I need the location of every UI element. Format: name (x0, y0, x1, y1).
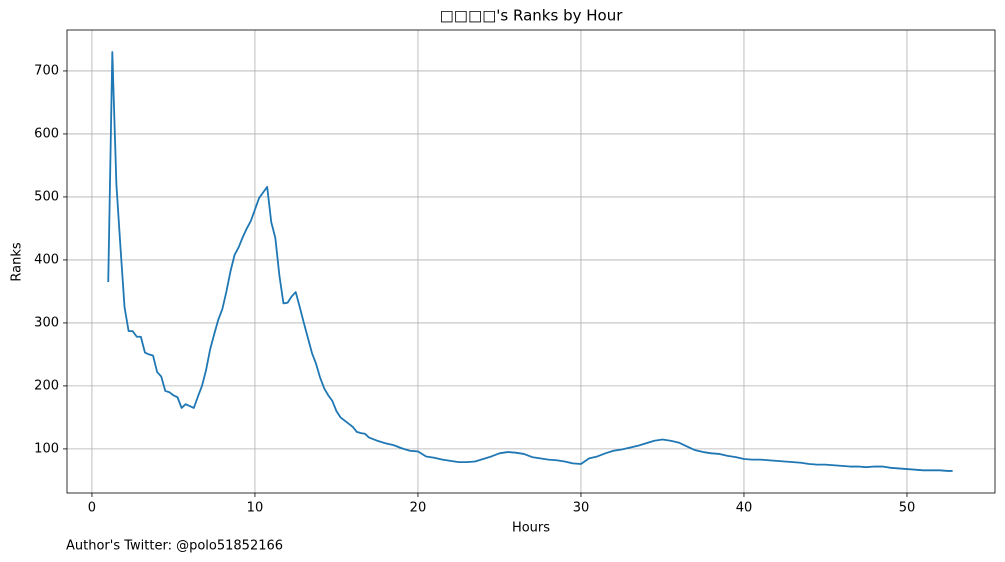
chart-title: □□□□'s Ranks by Hour (440, 7, 624, 25)
footnote: Author's Twitter: @polo51852166 (66, 539, 283, 554)
y-tick-label: 200 (34, 378, 59, 393)
y-tick-label: 700 (34, 63, 59, 78)
y-tick-label: 100 (34, 441, 59, 456)
x-tick-label: 50 (899, 501, 916, 516)
x-tick-label: 10 (247, 501, 264, 516)
y-tick-label: 600 (34, 126, 59, 141)
y-tick-label: 500 (34, 189, 59, 204)
x-tick-label: 20 (410, 501, 427, 516)
x-tick-label: 30 (573, 501, 590, 516)
y-tick-label: 300 (34, 315, 59, 330)
plot-frame (66, 29, 996, 494)
y-tick-label: 400 (34, 252, 59, 267)
data-line (107, 51, 953, 472)
y-axis-label: Ranks (10, 242, 25, 281)
x-tick-label: 0 (88, 501, 96, 516)
x-tick-label: 40 (736, 501, 753, 516)
x-axis-label: Hours (512, 521, 550, 536)
